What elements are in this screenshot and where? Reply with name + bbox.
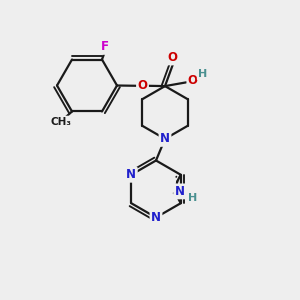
Text: CH₃: CH₃: [50, 117, 71, 127]
Text: N: N: [175, 185, 185, 198]
Text: N: N: [160, 132, 170, 146]
Text: O: O: [188, 74, 198, 87]
Text: N: N: [126, 168, 136, 181]
Text: O: O: [137, 79, 148, 92]
Text: H: H: [188, 193, 197, 203]
Text: F: F: [100, 40, 108, 53]
Text: N: N: [151, 211, 161, 224]
Text: H: H: [198, 69, 207, 79]
Text: O: O: [168, 51, 178, 64]
